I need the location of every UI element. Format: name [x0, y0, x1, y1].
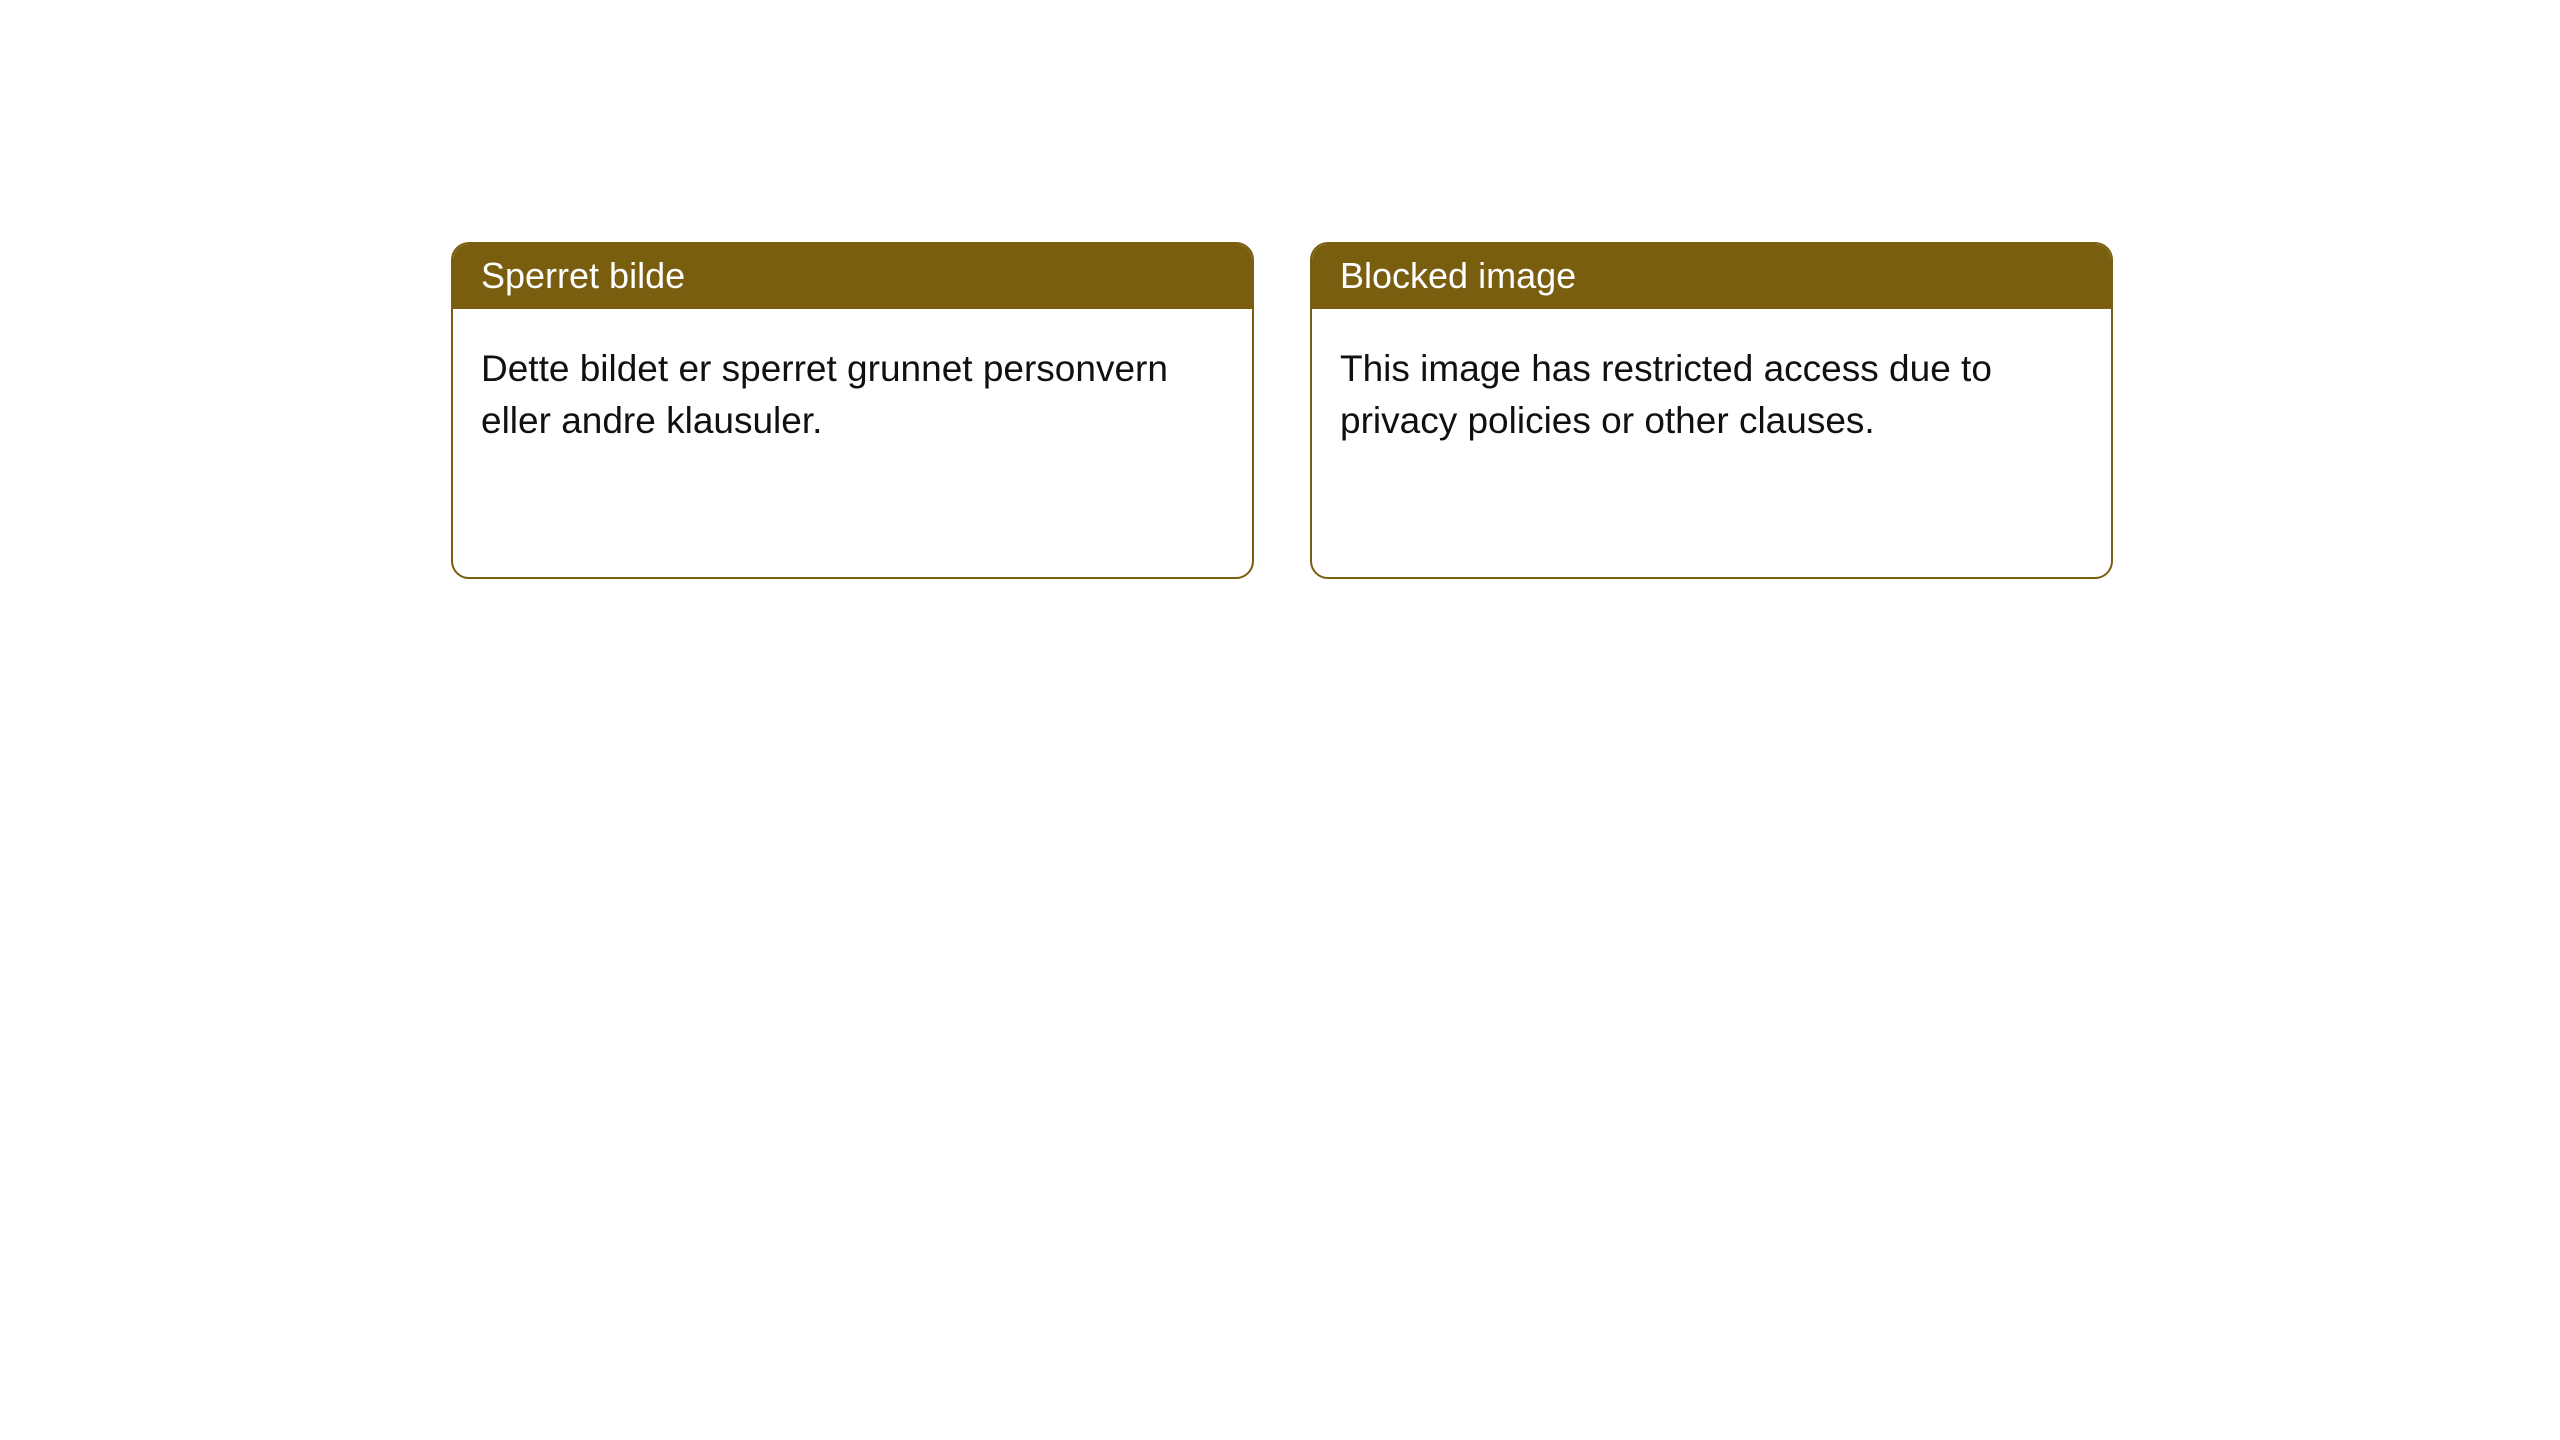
blocked-image-card-no: Sperret bilde Dette bildet er sperret gr…	[451, 242, 1254, 579]
card-title: Blocked image	[1340, 255, 1576, 296]
card-body: Dette bildet er sperret grunnet personve…	[453, 309, 1252, 481]
card-body: This image has restricted access due to …	[1312, 309, 2111, 481]
card-body-text: This image has restricted access due to …	[1340, 348, 1992, 441]
card-body-text: Dette bildet er sperret grunnet personve…	[481, 348, 1168, 441]
card-header: Blocked image	[1312, 244, 2111, 309]
blocked-image-card-en: Blocked image This image has restricted …	[1310, 242, 2113, 579]
card-header: Sperret bilde	[453, 244, 1252, 309]
card-container: Sperret bilde Dette bildet er sperret gr…	[0, 0, 2560, 579]
card-title: Sperret bilde	[481, 255, 685, 296]
